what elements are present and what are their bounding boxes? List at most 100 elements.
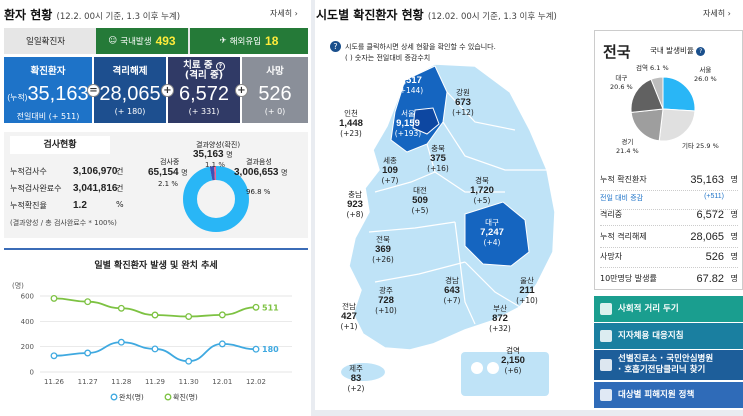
map-seoul[interactable] (412, 107, 440, 135)
x-tick-label: 11.29 (145, 378, 165, 386)
region-6[interactable]: 충남 923 (+8) (335, 190, 375, 219)
region-4[interactable]: 충북 375 (+16) (418, 144, 458, 173)
divider (600, 209, 738, 210)
pie-slice (662, 76, 696, 112)
region-1[interactable]: 강원 673 (+12) (443, 88, 483, 117)
region-status-more-link[interactable]: 자세히 (703, 8, 731, 19)
national-row: 전일 대비 증감 (+511) (600, 193, 738, 210)
quick-link-icon (600, 303, 612, 315)
domestic-label: 국내발생 (120, 37, 152, 47)
legend-label: 확진(명) (173, 393, 198, 402)
region-delta: (+10) (375, 306, 397, 315)
pie-label-others: 기타 25.9 % (682, 142, 719, 150)
region-13[interactable]: 울산 211 (+10) (507, 276, 547, 305)
region-15[interactable]: 부산 872 (+32) (480, 304, 520, 333)
region-name: 세종 (383, 156, 397, 165)
test-row-label: 누적확진율 (10, 201, 47, 210)
overseas-box: ✈ 해외유입 18 (190, 28, 308, 54)
quick-link-text: 대상별 피해지원 정책 (618, 389, 695, 400)
series-point (252, 303, 260, 311)
region-delta: (+7) (443, 296, 461, 305)
national-row-unit: 명 (730, 210, 738, 219)
positive-value: 35,163 (193, 149, 224, 160)
positive-unit: 명 (226, 151, 233, 159)
testing-figure: 65,154 명 (148, 167, 188, 178)
region-14[interactable]: 전남 427 (+1) (329, 302, 369, 331)
national-row-value: (+511) (704, 193, 724, 200)
patient-status-more-link[interactable]: 자세히 (270, 8, 298, 19)
national-row-unit: 명 (730, 175, 738, 184)
quick-link-icon (600, 359, 612, 371)
region-16[interactable]: 검역 2,150 (+6) (493, 346, 533, 375)
positive-figure: 35,163 명 (193, 149, 233, 160)
region-2[interactable]: 인천 1,448 (+23) (331, 109, 371, 138)
positive-label: 결과양성(확진) (196, 141, 241, 149)
series-point (117, 304, 125, 312)
quick-link-button[interactable]: 선별진료소 · 국민안심병원 · 호흡기전담클리닉 찾기 (594, 350, 743, 380)
quick-link-button[interactable]: 지자체용 대응지침 (594, 323, 743, 349)
korea-map (341, 63, 556, 396)
quick-link-text: 선별진료소 · 국민안심병원 (618, 354, 714, 364)
x-tick-label: 11.30 (179, 378, 199, 386)
region-10[interactable]: 대구 7,247 (+4) (472, 218, 512, 247)
map-jeju[interactable] (341, 363, 385, 381)
region-value: 9,159 (396, 118, 420, 129)
ratio-info-icon: ? (696, 47, 706, 56)
x-tick-label: 11.27 (78, 378, 98, 386)
region-9[interactable]: 전북 369 (+26) (363, 235, 403, 264)
chart-box (4, 248, 308, 408)
region-8[interactable]: 경북 1,720 (+5) (462, 176, 502, 205)
region-3[interactable]: 서울 9,159 (+193) (388, 109, 428, 138)
national-row-value: 28,065 (690, 231, 724, 243)
region-0[interactable]: 경기 7,517 (+144) (390, 66, 430, 95)
region-7[interactable]: 대전 509 (+5) (400, 186, 440, 215)
quick-link-label: 대상별 피해지원 정책 (618, 390, 694, 401)
region-name: 전북 (376, 235, 390, 244)
series-end-label: 180 (262, 345, 279, 354)
treating-stat[interactable]: 치료 중 ? (격리 중) 6,572 (+ 331) (168, 57, 240, 123)
y-tick-label: 0 (30, 369, 34, 377)
test-row-unit: % (116, 200, 124, 209)
donut-segment-negative (183, 166, 249, 232)
domestic-value: 493 (155, 34, 176, 48)
plus-operator-1: + (161, 84, 174, 97)
region-5[interactable]: 세종 109 (+7) (370, 156, 410, 185)
confirmed-value: 35,163 (27, 83, 89, 105)
region-name: 대구 (485, 218, 499, 227)
deaths-stat[interactable]: 사망 526 (+ 0) (242, 57, 308, 123)
series-point (50, 294, 58, 302)
negative-pct: 96.8 % (246, 188, 271, 196)
divider (600, 225, 738, 226)
daily-confirmed-label: 일일확진자 (26, 37, 66, 47)
region-12[interactable]: 경남 643 (+7) (432, 276, 472, 305)
negative-value: 3,006,653 (234, 167, 279, 178)
national-row-label: 누적 확진환자 (600, 175, 647, 184)
region-delta: (+1) (340, 322, 358, 331)
legend-label: 완치(명) (119, 393, 144, 402)
quick-link-icon (600, 330, 612, 342)
series-point (117, 338, 125, 346)
y-axis-label: (명) (12, 281, 24, 290)
test-row-value: 3,106,970 (73, 166, 118, 177)
quick-link-button[interactable]: 대상별 피해지원 정책 (594, 382, 743, 408)
treating-sub: (+ 331) (188, 107, 220, 116)
region-delta: (+8) (346, 210, 364, 219)
x-tick-label: 12.02 (246, 378, 266, 386)
released-stat[interactable]: 격리해제 28,065 (+ 180) (94, 57, 166, 123)
region-delta: (+23) (340, 129, 362, 138)
map-daegu[interactable] (464, 201, 530, 267)
map-hint-icon: ? (330, 41, 341, 52)
quick-link-button[interactable]: 사회적 거리 두기 (594, 296, 743, 322)
x-tick-label: 11.26 (44, 378, 65, 386)
confirmed-stat[interactable]: 확진환자 (누적)35,163 전일대비 (+ 511) (4, 57, 92, 123)
region-status-title: 시도별 확진환자 현황 (12.02. 00시 기준, 1.3 이후 누계) (316, 8, 557, 22)
map-quarantine[interactable] (461, 352, 549, 396)
region-11[interactable]: 광주 728 (+10) (366, 286, 406, 315)
released-sub: (+ 180) (114, 107, 146, 116)
domestic-icon: ☺ (108, 36, 118, 46)
y-tick-label: 200 (21, 343, 34, 351)
region-name: 서울 (401, 109, 415, 118)
national-row-label: 누적 격리해제 (600, 232, 647, 241)
region-17[interactable]: 제주 83 (+2) (336, 364, 376, 393)
